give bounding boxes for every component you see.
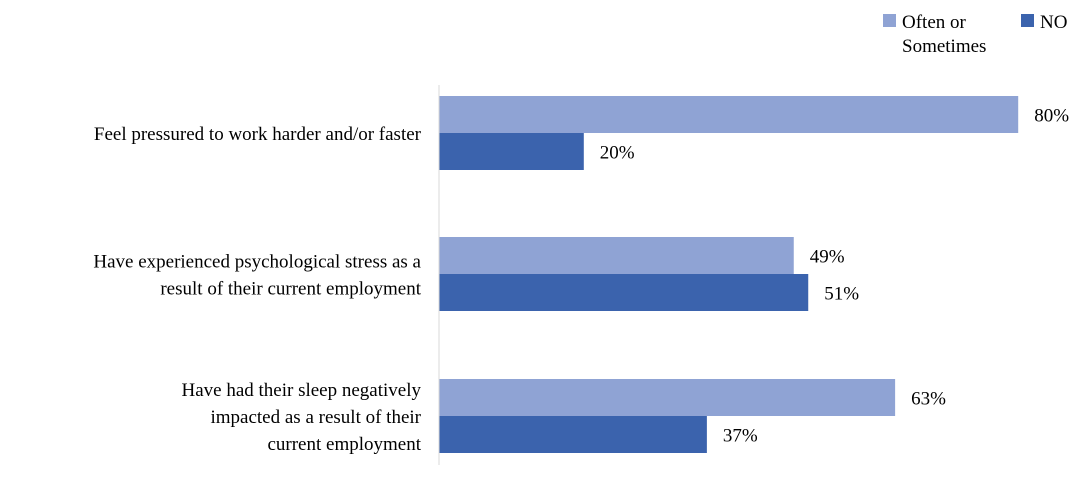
data-label-often-or-sometimes-1: 80% — [1034, 106, 1069, 127]
data-label-often-or-sometimes-2: 49% — [810, 247, 845, 268]
legend-swatch-no — [1021, 14, 1034, 27]
data-label-often-or-sometimes-3: 63% — [911, 389, 946, 410]
bar-often-or-sometimes-3 — [439, 379, 896, 416]
data-label-no-1: 20% — [600, 143, 635, 164]
legend-label-no: NO — [1040, 12, 1067, 33]
legend: Often or Sometimes NO — [883, 12, 1067, 57]
data-label-no-3: 37% — [723, 426, 758, 447]
bar-often-or-sometimes-2 — [439, 237, 794, 274]
bar-no-2 — [439, 274, 809, 311]
legend-label-often-or-sometimes: Often or Sometimes — [902, 12, 986, 57]
bar-no-1 — [439, 133, 584, 170]
value-labels: 80% 20% 49% 51% 63% 37% — [600, 106, 1069, 447]
data-label-no-2: 51% — [824, 284, 859, 305]
bars — [439, 96, 1019, 453]
category-labels: Feel pressured to work harder and/or fas… — [93, 124, 421, 455]
category-label-1: Feel pressured to work harder and/or fas… — [94, 124, 422, 145]
category-label-2: Have experienced psychological stress as… — [93, 252, 421, 300]
bar-no-3 — [439, 416, 707, 453]
category-label-3: Have had their sleep negatively impacted … — [181, 380, 421, 455]
legend-swatch-often-or-sometimes — [883, 14, 896, 27]
bar-often-or-sometimes-1 — [439, 96, 1019, 133]
